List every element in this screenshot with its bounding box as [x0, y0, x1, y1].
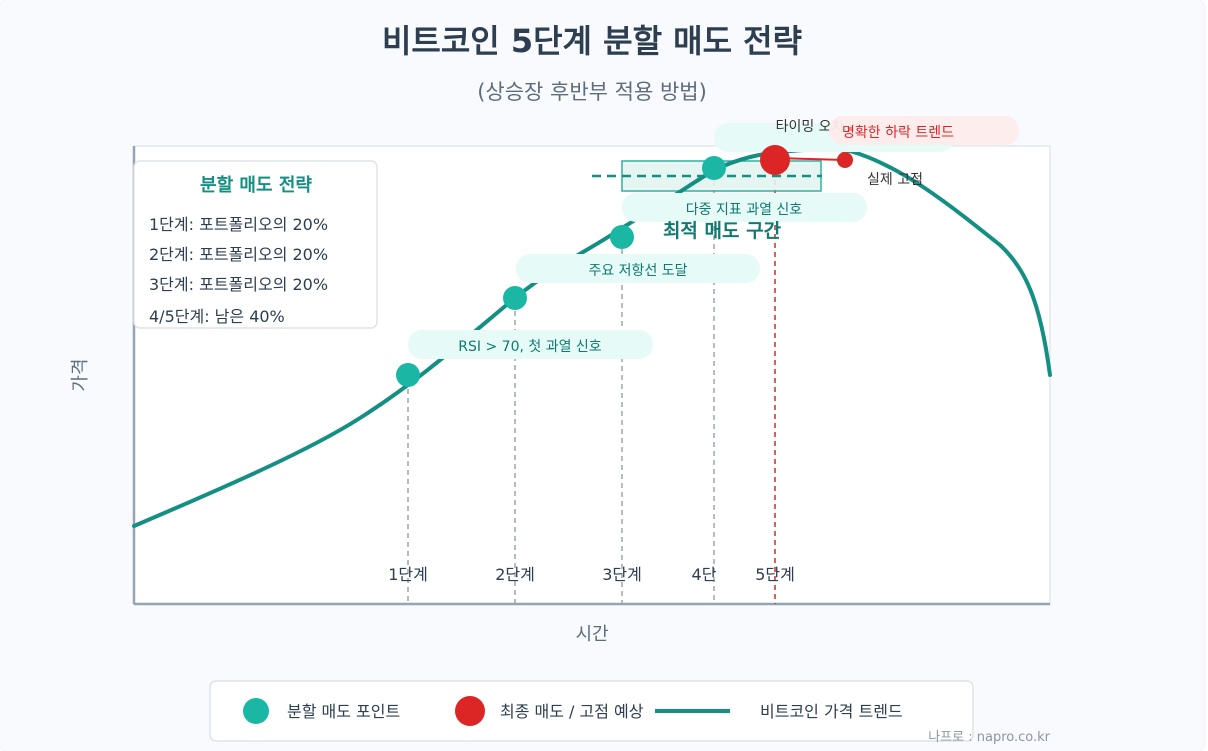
strategy-line-3: 3단계: 포트폴리오의 20%	[149, 275, 328, 294]
strategy-line-4: 4/5단계: 남은 40%	[149, 307, 285, 326]
legend-split-point-marker	[243, 698, 269, 724]
stage4-sell-point	[702, 156, 726, 180]
stage3-label: 3단계	[602, 565, 642, 584]
final-sell-point	[760, 145, 790, 175]
legend-split-point-label: 분할 매도 포인트	[287, 702, 400, 721]
legend-box	[209, 680, 974, 742]
callout-resistance: 주요 저항선 도달	[588, 263, 687, 279]
optimal-zone-label: 최적 매도 구간	[663, 220, 782, 242]
callout-resistance-bg	[516, 254, 760, 283]
x-axis-label: 시간	[575, 624, 608, 645]
callout-rsi-bg	[408, 330, 653, 359]
legend-trend-label: 비트코인 가격 트렌드	[760, 702, 903, 721]
callout-actual-peak: 실제 고점	[867, 172, 923, 188]
stage1-label: 1단계	[388, 565, 428, 584]
page-subtitle: (상승장 후반부 적용 방법)	[477, 80, 707, 104]
callout-downtrend-bg	[829, 116, 1019, 145]
stage5-label: 5단계	[755, 565, 795, 584]
source-credit: 나프로 : napro.co.kr	[928, 730, 1050, 745]
bitcoin-trend-line	[132, 147, 1052, 528]
y-axis-label: 가격	[70, 358, 91, 391]
stage3-sell-point	[610, 225, 634, 249]
stage1-sell-point	[396, 363, 420, 387]
callout-multi-bg	[622, 193, 867, 222]
legend-final-sell-label: 최종 매도 / 고점 예상	[500, 702, 644, 721]
legend-final-sell-marker	[455, 696, 485, 726]
stage2-sell-point	[503, 286, 527, 310]
callout-timing: 타이밍 오차	[776, 119, 845, 135]
strategy-box-heading: 분할 매도 전략	[200, 174, 312, 196]
strategy-line-1: 1단계: 포트폴리오의 20%	[149, 215, 328, 234]
strategy-box	[133, 160, 378, 329]
callout-downtrend: 명확한 하락 트렌드	[842, 125, 954, 141]
callout-multi: 다중 지표 과열 신호	[686, 202, 803, 218]
stage2-label: 2단계	[495, 565, 535, 584]
stage4-label: 4단	[692, 565, 717, 584]
page-title: 비트코인 5단계 분할 매도 전략	[382, 22, 802, 60]
callout-rsi: RSI > 70, 첫 과열 신호	[458, 339, 602, 355]
actual-peak-point	[837, 152, 853, 168]
strategy-line-2: 2단계: 포트폴리오의 20%	[149, 245, 328, 264]
